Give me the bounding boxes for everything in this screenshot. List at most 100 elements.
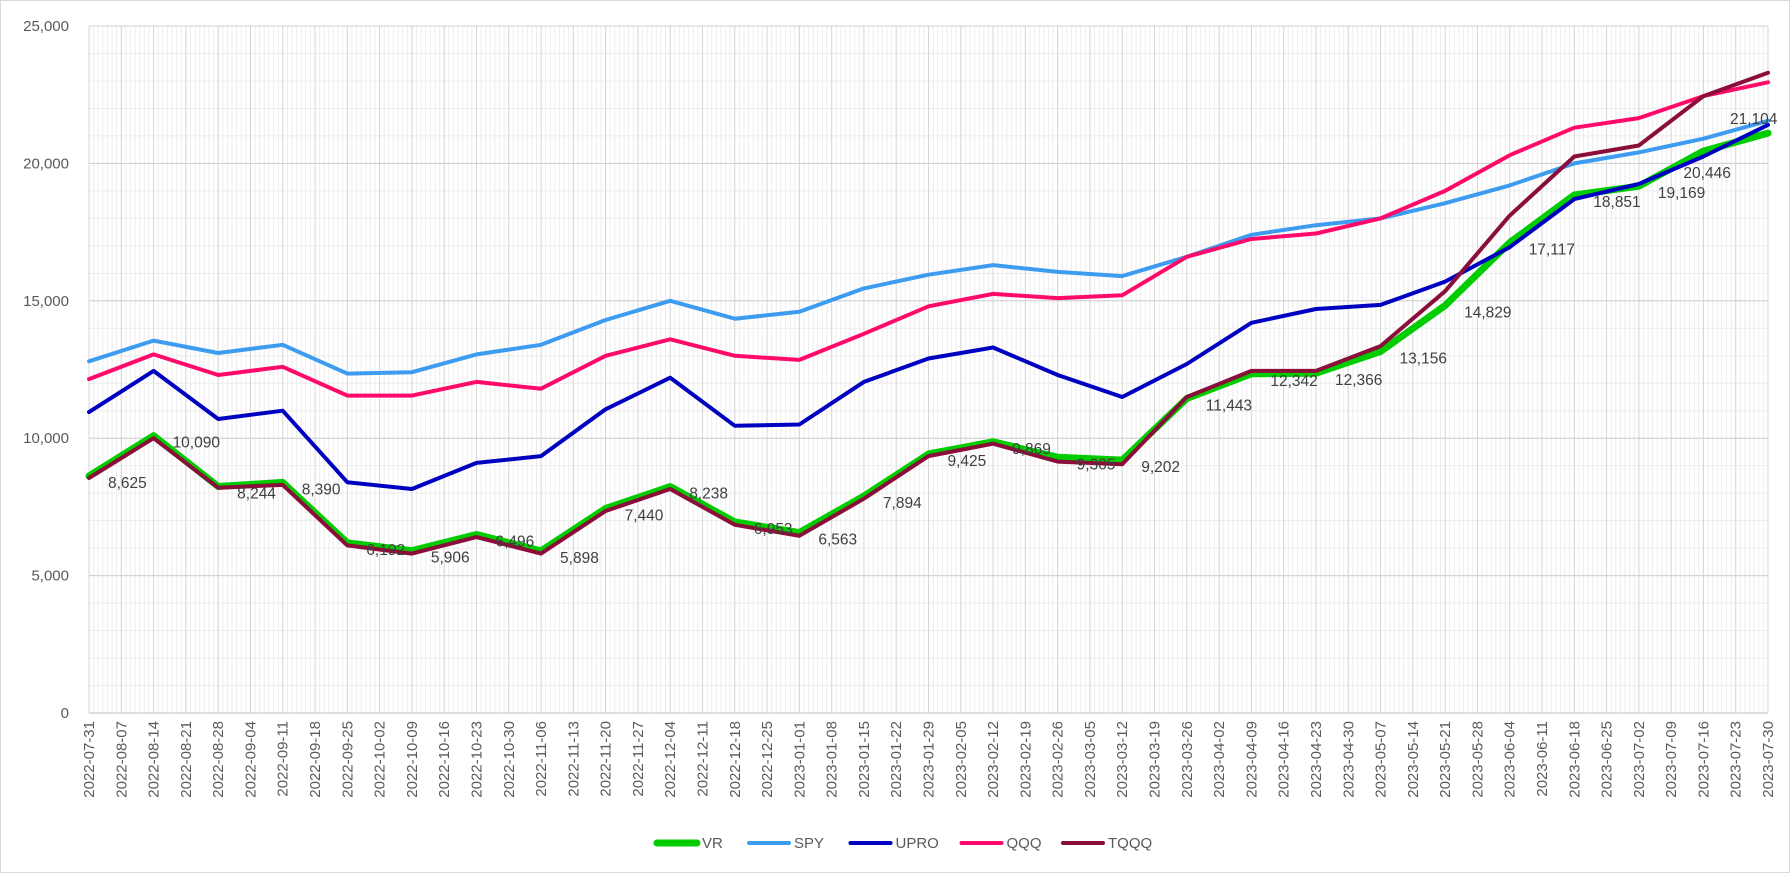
x-tick-label: 2023-03-12 [1114, 721, 1131, 798]
data-label: 6,953 [754, 521, 793, 538]
x-tick-label: 2022-10-16 [436, 721, 453, 798]
x-tick-label: 2022-09-25 [339, 721, 356, 798]
x-tick-label: 2022-12-25 [759, 721, 776, 798]
x-tick-label: 2022-07-31 [81, 721, 98, 798]
series-line-tqqq [87, 70, 1770, 556]
x-tick-label: 2023-01-15 [856, 721, 873, 798]
x-tick-label: 2023-07-09 [1663, 721, 1680, 798]
data-label: 12,342 [1270, 373, 1317, 390]
x-tick-label: 2022-10-09 [404, 721, 421, 798]
x-tick-label: 2022-12-11 [694, 721, 711, 797]
x-tick-label: 2022-08-21 [178, 721, 195, 798]
x-tick-label: 2022-10-02 [372, 721, 389, 798]
x-tick-label: 2023-01-29 [921, 721, 938, 798]
data-label: 20,446 [1683, 165, 1730, 182]
data-label: 8,238 [689, 486, 728, 503]
y-tick-label: 0 [61, 705, 69, 722]
data-label: 9,869 [1012, 441, 1051, 458]
x-tick-label: 2023-01-22 [888, 721, 905, 798]
series-line-upro [87, 122, 1770, 491]
data-label: 6,563 [818, 532, 857, 549]
x-tick-label: 2023-02-19 [1017, 721, 1034, 798]
x-tick-label: 2023-03-26 [1179, 721, 1196, 798]
data-label: 9,425 [948, 453, 987, 470]
data-label: 14,829 [1464, 304, 1511, 321]
x-tick-label: 2023-07-02 [1631, 721, 1648, 798]
series-layer [85, 70, 1772, 556]
series-line-vr [85, 129, 1772, 555]
x-tick-label: 2023-02-12 [985, 721, 1002, 798]
data-labels: 8,625 10,090 8,244 8,390 6,192 5,906 6,496 5,89… [108, 111, 1778, 567]
x-tick-label: 2022-12-18 [727, 721, 744, 798]
data-label: 5,898 [560, 550, 599, 567]
x-tick-label: 2023-02-26 [1050, 721, 1067, 798]
y-tick-label: 5,000 [31, 568, 69, 585]
y-tick-label: 25,000 [23, 18, 69, 35]
data-label: 7,894 [883, 495, 922, 512]
x-tick-label: 2022-10-23 [468, 721, 485, 798]
legend-label-qqq: QQQ [1007, 835, 1042, 852]
data-label: 8,390 [302, 481, 341, 498]
x-tick-label: 2023-01-08 [824, 721, 841, 798]
x-tick-label: 2023-06-04 [1502, 721, 1519, 798]
x-tick-label: 2023-05-14 [1405, 721, 1422, 798]
x-tick-label: 2023-04-09 [1243, 721, 1260, 798]
x-tick-label: 2023-05-07 [1373, 721, 1390, 798]
x-tick-label: 2023-04-02 [1211, 721, 1228, 798]
data-label: 8,625 [108, 475, 147, 492]
data-label: 12,366 [1335, 372, 1382, 389]
legend-label-upro: UPRO [896, 835, 939, 852]
x-tick-label: 2023-03-19 [1147, 721, 1164, 798]
x-tick-label: 2023-04-30 [1340, 721, 1357, 798]
data-label: 6,192 [366, 542, 405, 559]
x-tick-label: 2023-07-30 [1760, 721, 1777, 798]
data-label: 19,169 [1658, 185, 1705, 202]
legend: VR SPY UPRO QQQ TQQQ [653, 835, 1152, 852]
x-tick-label: 2023-06-25 [1599, 721, 1616, 798]
x-tick-label: 2022-08-28 [210, 721, 227, 798]
x-tick-label: 2023-06-11 [1534, 721, 1551, 797]
x-tick-label: 2022-08-14 [146, 721, 163, 798]
legend-label-vr: VR [702, 835, 723, 852]
x-tick-label: 2022-11-13 [565, 721, 582, 797]
x-tick-label: 2022-12-04 [662, 721, 679, 798]
x-tick-label: 2022-11-27 [630, 721, 647, 797]
x-axis: 2022-07-31 2022-08-07 2022-08-14 2022-08-21… [81, 712, 1777, 798]
data-label: 10,090 [173, 435, 221, 452]
data-label: 5,906 [431, 550, 470, 567]
x-tick-label: 2023-01-01 [791, 721, 808, 798]
x-tick-label: 2023-07-23 [1728, 721, 1745, 798]
x-tick-label: 2022-09-11 [275, 721, 292, 797]
series-line-qqq [87, 80, 1770, 398]
y-tick-label: 10,000 [23, 430, 69, 447]
data-label: 6,496 [495, 533, 534, 550]
legend-label-tqqq: TQQQ [1108, 835, 1152, 852]
data-label: 7,440 [625, 508, 664, 525]
y-axis: 0 5,000 10,000 15,000 20,000 25,000 [23, 18, 69, 722]
x-tick-label: 2022-09-04 [242, 721, 259, 798]
grid [88, 25, 1769, 714]
y-tick-label: 20,000 [23, 155, 69, 172]
x-tick-label: 2023-06-18 [1566, 721, 1583, 798]
x-tick-label: 2023-05-28 [1469, 721, 1486, 798]
x-tick-label: 2023-04-16 [1276, 721, 1293, 798]
y-tick-label: 15,000 [23, 293, 69, 310]
data-label: 9,305 [1077, 456, 1116, 473]
x-tick-label: 2023-05-21 [1437, 721, 1454, 798]
x-tick-label: 2022-10-30 [501, 721, 518, 798]
x-tick-label: 2022-09-18 [307, 721, 324, 798]
data-label: 13,156 [1400, 350, 1447, 367]
x-tick-label: 2023-04-23 [1308, 721, 1325, 798]
data-label: 11,443 [1206, 398, 1252, 415]
data-label: 21,104 [1730, 111, 1778, 128]
x-tick-label: 2022-08-07 [113, 721, 130, 798]
x-tick-label: 2023-07-16 [1695, 721, 1712, 798]
legend-label-spy: SPY [794, 835, 824, 852]
x-tick-label: 2022-11-20 [598, 721, 615, 797]
x-tick-label: 2023-03-05 [1082, 721, 1099, 798]
data-label: 17,117 [1529, 242, 1575, 259]
x-tick-label: 2023-02-05 [953, 721, 970, 798]
data-label: 8,244 [237, 485, 276, 502]
